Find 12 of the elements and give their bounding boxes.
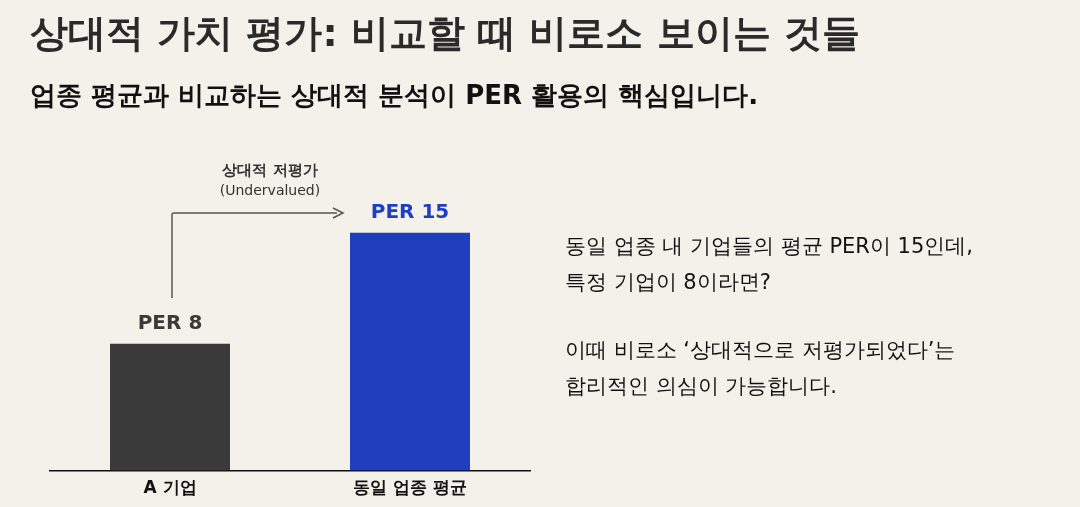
text: 이때 비로소 ‘상대적으로 저평가되었다’는: [565, 337, 957, 364]
text: 합리적인 의심이 가능합니다.: [565, 373, 839, 400]
chart-subtitle: 업종 평균과 비교하는 상대적 분석이 PER 활용의 핵심입니다.: [30, 79, 759, 112]
text: 특정 기업이 8이라면?: [565, 269, 772, 296]
text: (Undervalued): [218, 181, 322, 200]
chart-title: 상대적 가치 평가: 비교할 때 비로소 보이는 것들: [30, 10, 860, 57]
text: 상대적 저평가: [221, 160, 319, 180]
data-label: PER 15: [370, 199, 450, 224]
text: 동일 업종 내 기업들의 평균 PER이 15인데,: [565, 233, 973, 260]
x-tick-label: 동일 업종 평균: [353, 477, 467, 498]
x-tick-label: A 기업: [143, 477, 197, 498]
data-label: PER 8: [137, 310, 203, 334]
